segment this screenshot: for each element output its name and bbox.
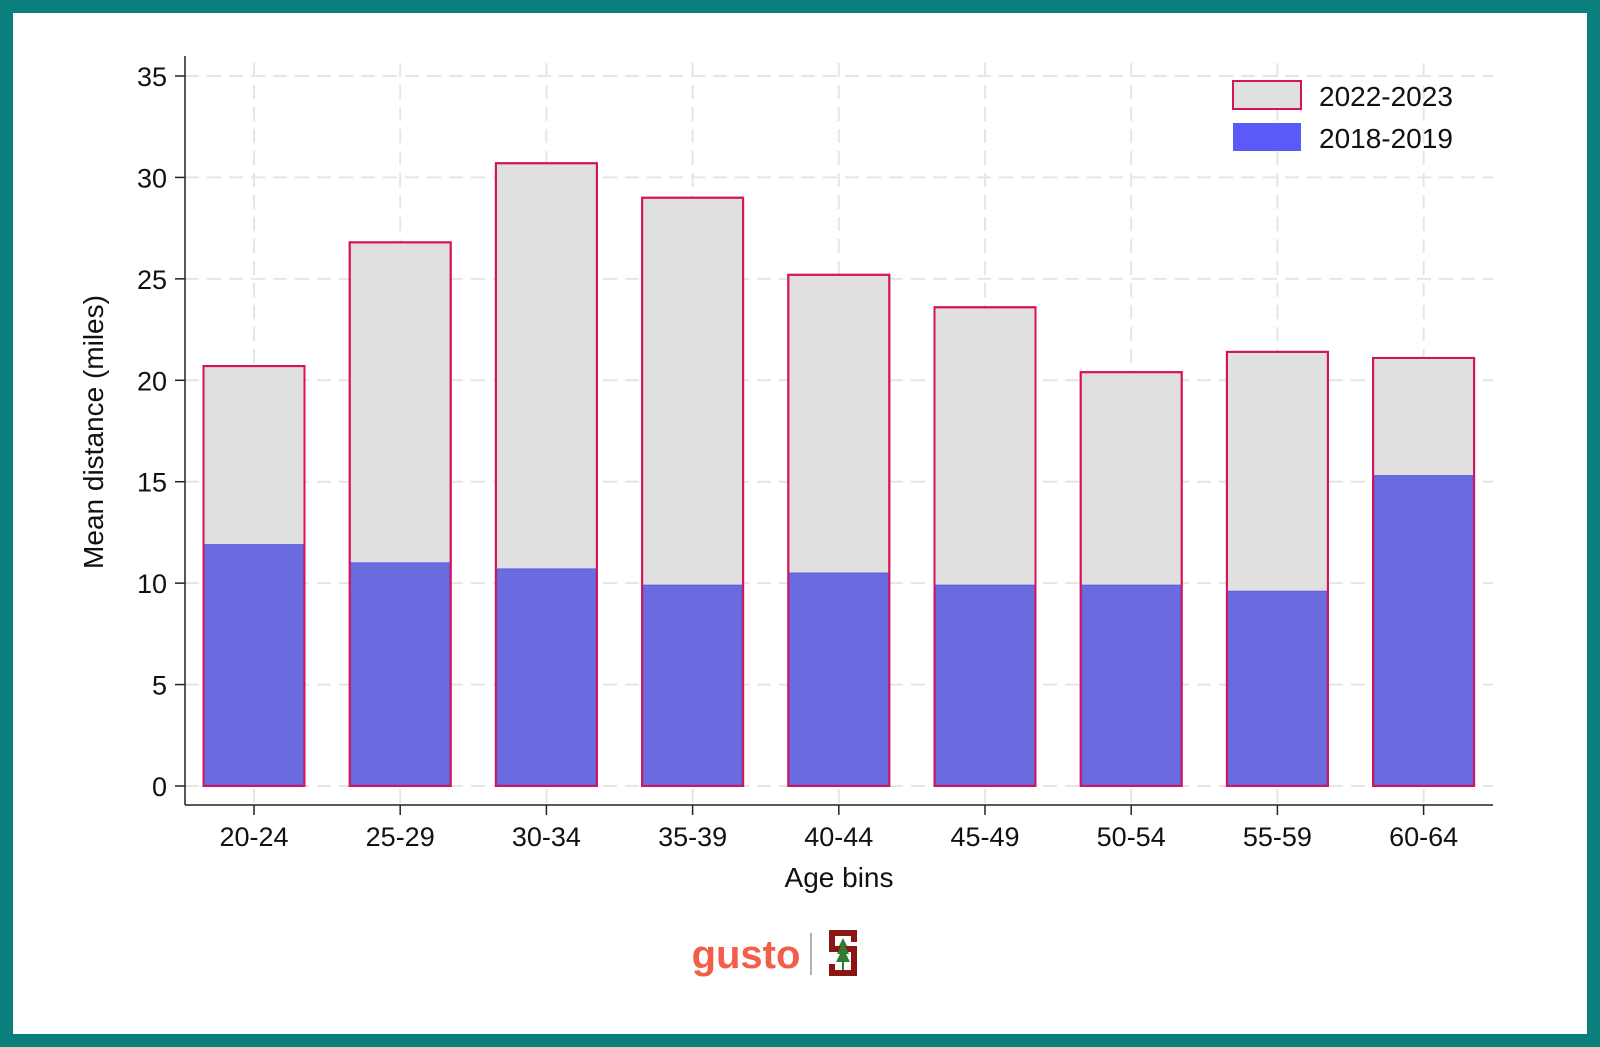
legend-label-2022-2023: 2022-2023 [1319,81,1453,112]
chart-frame: 0 5 10 15 20 25 30 35 20-24 25-29 30-34 35-39 40-44… [13,13,1587,1034]
bar-2018-2019-50-54 [1081,584,1182,786]
bar-outline-50-54 [1079,371,1183,787]
gusto-logo: gusto [692,933,801,977]
bar-2018-2019-20-24 [204,544,304,786]
bar-2018-2019-40-44 [788,572,889,786]
legend-swatch-2022-2023 [1232,80,1302,110]
bar-2018-2019-30-34 [496,568,597,786]
x-tick-label-2: 30-34 [512,822,581,852]
bar-2018-2019-45-49 [935,584,1035,786]
stanford-s-tree-icon [829,930,857,976]
legend: 2022-2023 2018-2019 [1232,80,1453,154]
y-tick-label-6: 30 [137,163,167,193]
bar-outline-45-49 [933,306,1037,787]
y-ticks: 0 5 10 15 20 25 30 35 [137,62,185,802]
bar-outline-55-59 [1225,350,1329,787]
bar-chart: 0 5 10 15 20 25 30 35 20-24 25-29 30-34 35-39 40-44… [78,56,1493,977]
bar-2018-2019-55-59 [1227,590,1328,786]
legend-label-2018-2019: 2018-2019 [1319,123,1453,154]
y-tick-label-0: 0 [152,772,167,802]
legend-swatch-2018-2019 [1233,123,1301,151]
x-tick-label-8: 60-64 [1389,822,1458,852]
y-tick-label-2: 10 [137,569,167,599]
logos: gusto [692,930,857,977]
bar-outline-20-24 [202,365,306,787]
x-tick-label-7: 55-59 [1243,822,1312,852]
bar-outline-35-39 [641,196,745,787]
x-tick-label-1: 25-29 [366,822,435,852]
x-ticks: 20-24 25-29 30-34 35-39 40-44 45-49 50-54 55-59… [219,805,1458,852]
y-tick-label-3: 15 [137,468,167,498]
bar-outline-30-34 [494,162,598,787]
bar-outline-25-29 [348,241,452,788]
x-tick-label-4: 40-44 [804,822,873,852]
bar-2018-2019-25-29 [350,562,451,786]
bars [202,162,1476,788]
y-tick-label-1: 5 [152,671,167,701]
y-axis-title: Mean distance (miles) [78,295,109,569]
bar-2018-2019-60-64 [1373,475,1474,786]
x-tick-label-0: 20-24 [219,822,288,852]
y-tick-label-5: 25 [137,265,167,295]
x-tick-label-6: 50-54 [1097,822,1166,852]
x-axis-title: Age bins [785,862,894,893]
bar-outline-60-64 [1372,356,1476,787]
bar-2018-2019-35-39 [642,584,743,786]
y-tick-label-7: 35 [137,62,167,92]
y-tick-label-4: 20 [137,366,167,396]
x-tick-label-5: 45-49 [950,822,1019,852]
bar-outline-40-44 [787,273,891,787]
x-tick-label-3: 35-39 [658,822,727,852]
